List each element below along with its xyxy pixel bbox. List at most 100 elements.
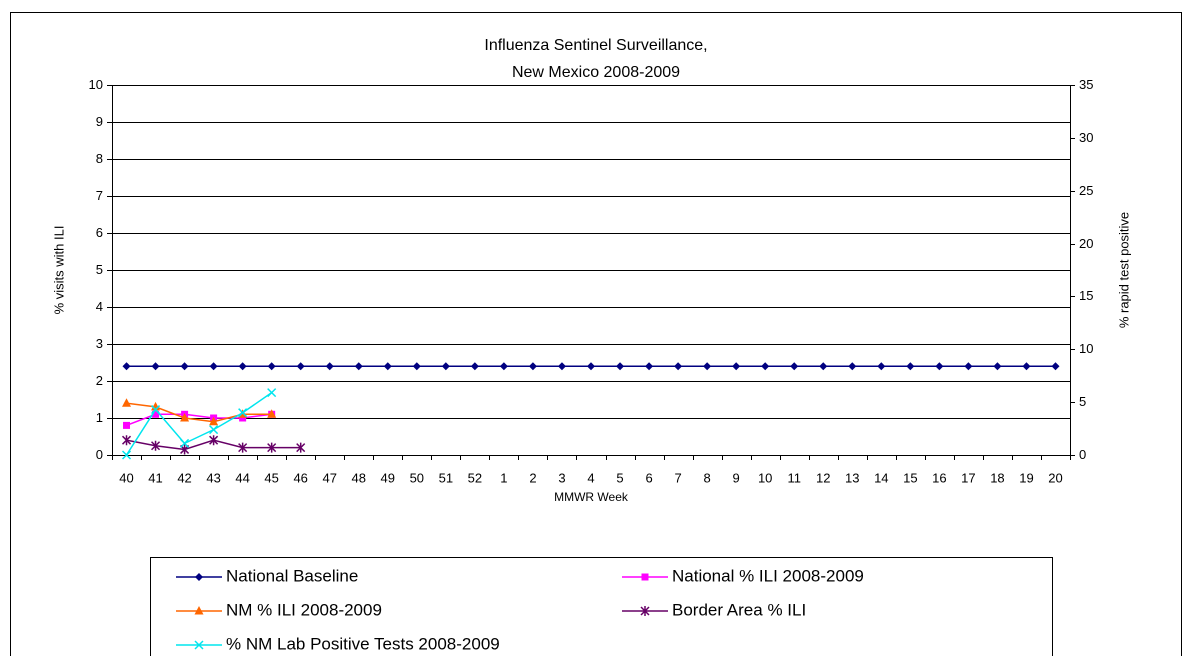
y-tick-label: 10	[89, 77, 103, 92]
marker	[151, 362, 160, 371]
legend-label: Border Area % ILI	[672, 600, 806, 619]
y2-tick-label: 5	[1079, 394, 1086, 409]
marker	[877, 362, 886, 371]
marker	[325, 362, 334, 371]
y2-tick-label: 30	[1079, 130, 1093, 145]
x-tick-label: 5	[616, 470, 623, 485]
marker	[180, 438, 190, 448]
marker	[151, 440, 161, 451]
legend-label: National % ILI 2008-2009	[672, 566, 864, 585]
marker	[195, 573, 203, 581]
chart-border	[10, 12, 1182, 656]
x-tick-label: 2	[529, 470, 536, 485]
x-tick-label: 41	[148, 470, 162, 485]
x-tick-label: 48	[352, 470, 366, 485]
x-tick-label: 1	[500, 470, 507, 485]
marker	[790, 362, 799, 371]
x-tick-label: 3	[558, 470, 565, 485]
marker	[1051, 362, 1060, 371]
marker	[412, 362, 421, 371]
marker	[528, 362, 537, 371]
chart-title: Influenza Sentinel Surveillance,	[484, 37, 707, 54]
x-tick-label: 19	[1019, 470, 1033, 485]
x-tick-label: 43	[206, 470, 220, 485]
marker	[935, 362, 944, 371]
x-tick-label: 13	[845, 470, 859, 485]
x-tick-label: 8	[704, 470, 711, 485]
x-tick-label: 51	[439, 470, 453, 485]
marker	[296, 442, 306, 453]
x-axis-label: MMWR Week	[554, 490, 629, 504]
marker	[238, 362, 247, 371]
marker	[761, 362, 770, 371]
chart-title: New Mexico 2008-2009	[512, 64, 680, 81]
x-tick-label: 4	[587, 470, 594, 485]
legend-label: % NM Lab Positive Tests 2008-2009	[226, 634, 500, 653]
series-line	[125, 392, 273, 456]
marker	[819, 362, 828, 371]
marker	[209, 416, 219, 426]
x-tick-label: 18	[990, 470, 1004, 485]
marker	[296, 362, 305, 371]
y2-axis-label: % rapid test positive	[1116, 212, 1131, 328]
x-tick-label: 16	[932, 470, 946, 485]
marker	[238, 442, 248, 453]
x-tick-label: 11	[787, 470, 801, 485]
x-tick-label: 42	[177, 470, 191, 485]
marker	[267, 409, 277, 418]
marker	[993, 362, 1002, 371]
marker	[640, 606, 650, 616]
marker	[238, 408, 248, 418]
y-tick-label: 5	[96, 262, 103, 277]
marker	[354, 362, 363, 371]
x-tick-label: 6	[645, 470, 652, 485]
x-tick-label: 50	[410, 470, 424, 485]
marker	[641, 573, 649, 581]
x-tick-label: 45	[264, 470, 278, 485]
marker	[616, 362, 625, 371]
x-tick-label: 10	[758, 470, 772, 485]
marker	[123, 421, 131, 429]
y-tick-label: 3	[96, 336, 103, 351]
marker	[470, 362, 479, 371]
marker	[209, 435, 219, 446]
marker	[122, 398, 132, 407]
marker	[732, 362, 741, 371]
x-tick-label: 17	[961, 470, 975, 485]
series-line	[126, 402, 272, 423]
marker	[674, 362, 683, 371]
marker	[1022, 362, 1031, 371]
x-tick-label: 52	[468, 470, 482, 485]
marker	[180, 362, 189, 371]
y2-tick-label: 25	[1079, 183, 1093, 198]
marker	[848, 362, 857, 371]
marker	[267, 362, 276, 371]
y2-tick-label: 20	[1079, 236, 1093, 251]
x-tick-label: 7	[674, 470, 681, 485]
marker	[267, 388, 277, 398]
marker	[587, 362, 595, 371]
x-tick-label: 20	[1048, 470, 1062, 485]
marker	[209, 362, 218, 371]
marker	[645, 362, 654, 371]
y2-tick-label: 0	[1079, 447, 1086, 462]
y-tick-label: 6	[96, 225, 103, 240]
marker	[122, 362, 131, 371]
x-tick-label: 44	[235, 470, 249, 485]
y2-tick-label: 15	[1079, 288, 1093, 303]
marker	[194, 606, 204, 615]
marker	[267, 442, 277, 453]
marker	[557, 362, 566, 371]
y-tick-label: 1	[96, 410, 103, 425]
y2-tick-label: 10	[1079, 341, 1093, 356]
x-tick-label: 47	[322, 470, 336, 485]
marker	[703, 362, 712, 371]
marker	[209, 425, 219, 435]
marker	[121, 450, 132, 460]
y-tick-label: 0	[96, 447, 103, 462]
y-tick-label: 2	[96, 373, 103, 388]
marker	[383, 362, 392, 371]
marker	[441, 362, 450, 371]
